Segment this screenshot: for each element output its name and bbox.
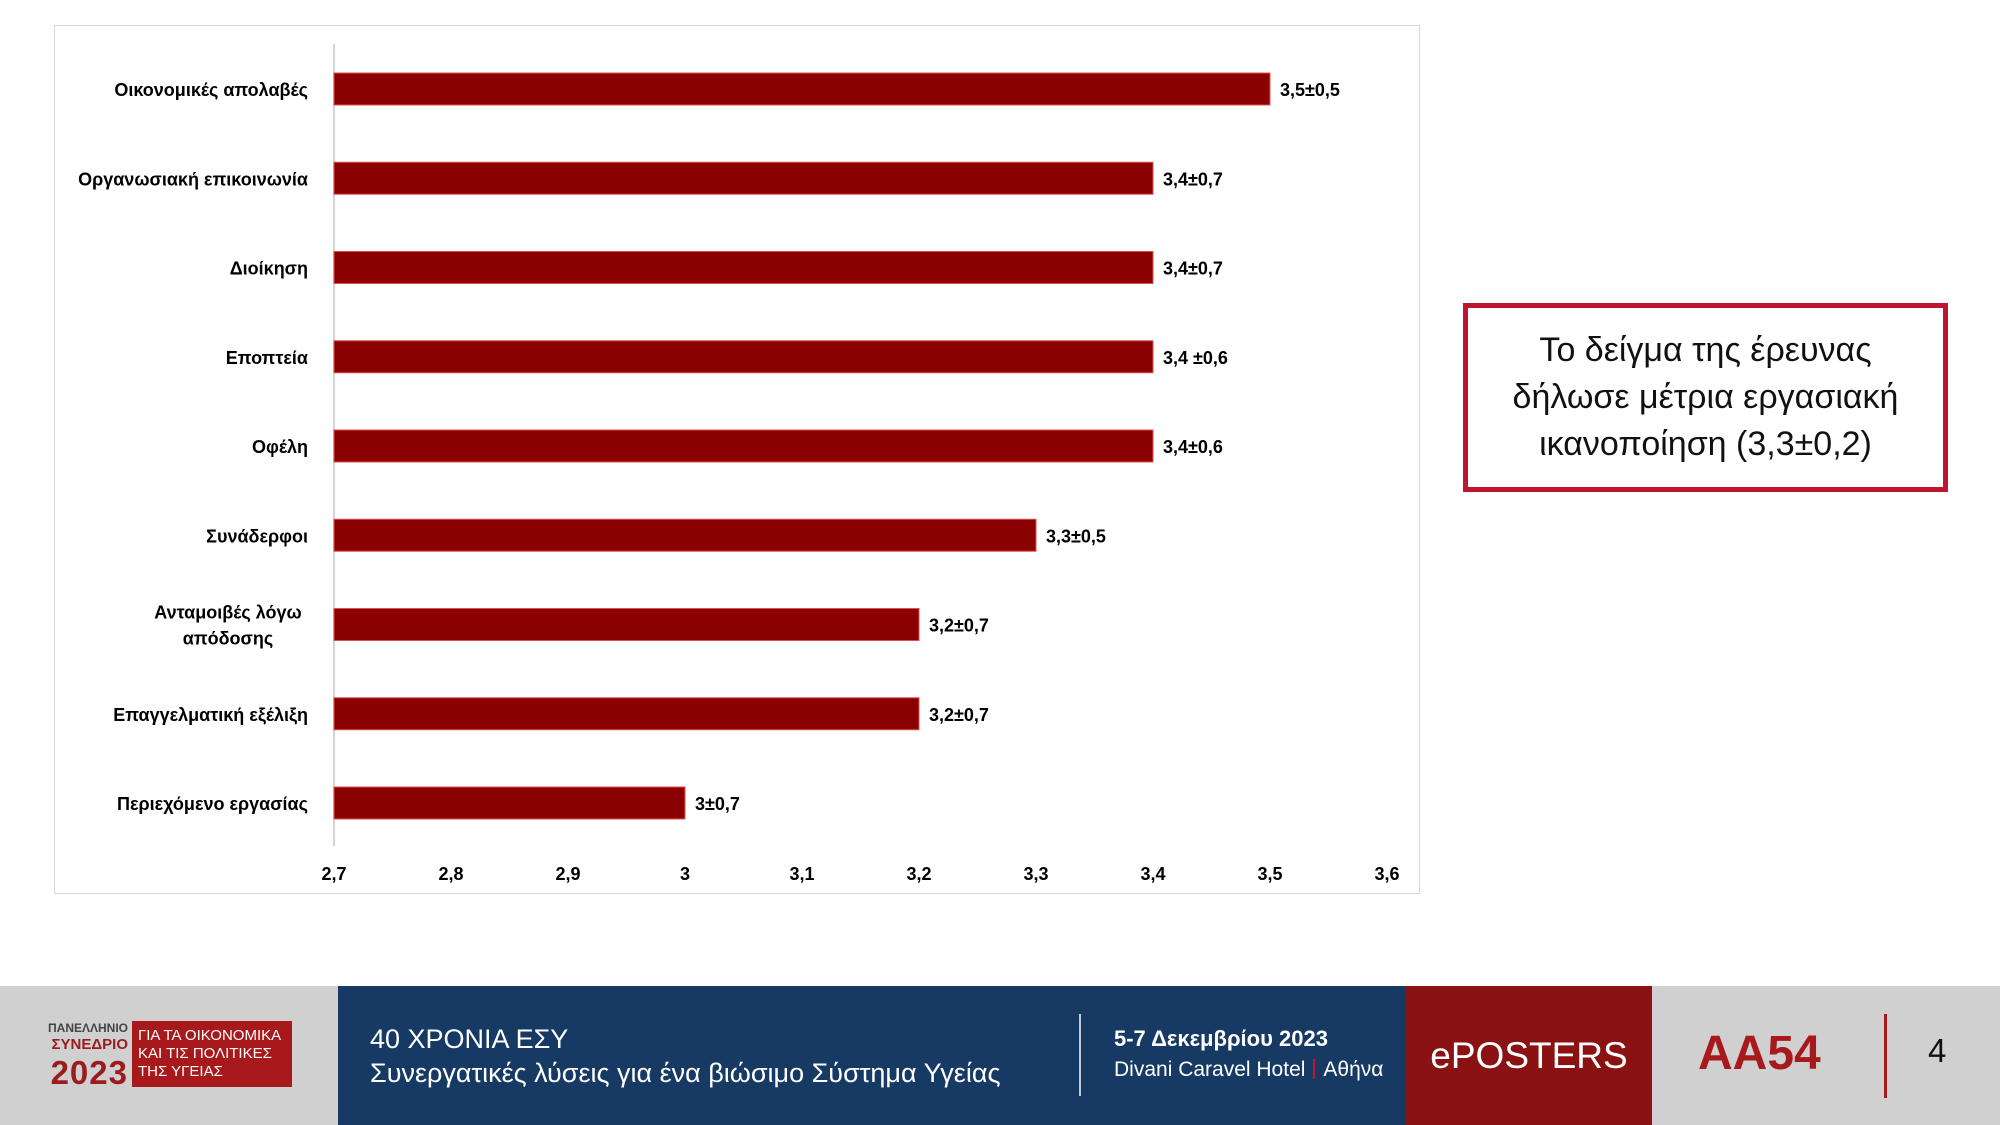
venue-separator [1313,1059,1316,1079]
summary-note-box: Το δείγμα της έρευνας δήλωσε μέτρια εργα… [1463,303,1948,492]
data-label: 3,4±0,7 [1163,259,1223,279]
bar [333,161,1154,195]
x-tick-label: 3,3 [1023,864,1048,884]
bar [333,251,1154,284]
x-tick-label: 3,2 [906,864,931,884]
bar [333,429,1154,463]
x-tick-label: 3,5 [1257,864,1282,884]
bar [333,518,1037,552]
bar-chart: 3,5±0,5 Οικονομικές απολαβές 3,4±0,7 Οργανω… [78,44,1400,884]
summary-note-text: Το δείγμα της έρευνας δήλωσε μέτρια εργα… [1512,331,1899,463]
data-label: 3,4±0,6 [1163,437,1223,457]
category-label: Συνάδερφοι [206,526,308,546]
data-label: 3,4±0,7 [1163,169,1223,189]
bar [333,72,1271,106]
conference-date: 5-7 Δεκεμβρίου 2023 [1114,1026,1328,1051]
logo-red-line3: ΤΗΣ ΥΓΕΙΑΣ [138,1063,223,1080]
bar [333,340,1154,374]
x-tick-label: 3,6 [1374,864,1399,884]
poster-code: AA54 [1698,1027,1821,1080]
bar [333,697,920,731]
category-label: απόδοσης [183,629,273,649]
bar [333,608,920,641]
category-label: Διοίκηση [230,259,308,279]
data-label: 3,2±0,7 [929,616,989,636]
eposters-label: ePOSTERS [1406,986,1652,1125]
logo-red-line2: ΚΑΙ ΤΙΣ ΠΟΛΙΤΙΚΕΣ [138,1045,272,1062]
data-label: 3±0,7 [695,794,740,814]
category-label: Περιεχόμενο εργασίας [117,794,308,814]
category-label: Οργανωσιακή επικοινωνία [78,169,308,189]
x-tick-label: 3 [680,864,690,884]
x-tick-label: 3,4 [1140,864,1165,884]
footer-divider [1079,1014,1081,1096]
footer-info-panel: 40 ΧΡΟΝΙΑ ΕΣΥ Συνεργατικές λύσεις για έν… [338,986,1406,1125]
category-label: Οικονομικές απολαβές [114,80,308,100]
conference-title: 40 ΧΡΟΝΙΑ ΕΣΥ [370,1024,569,1054]
logo-red-line1: ΓΙΑ ΤΑ ΟΙΚΟΝΟΜΙΚΑ [138,1027,282,1044]
page-number: 4 [1928,1032,1947,1069]
x-tick-label: 2,8 [438,864,463,884]
category-label: Οφέλη [252,437,308,457]
logo-line1: ΠΑΝΕΛΛΗΝΙΟ [47,1021,128,1035]
conference-venue: Divani Caravel Hotel [1114,1058,1306,1081]
data-label: 3,2±0,7 [929,705,989,725]
conference-logo: ΠΑΝΕΛΛΗΝΙΟ ΣΥΝΕΔΡΙΟ 2023 ΓΙΑ ΤΑ ΟΙΚΟΝΟΜΙ… [0,986,338,1125]
logo-red-block: ΓΙΑ ΤΑ ΟΙΚΟΝΟΜΙΚΑ ΚΑΙ ΤΙΣ ΠΟΛΙΤΙΚΕΣ ΤΗΣ … [132,1021,292,1087]
x-tick-label: 2,7 [321,864,346,884]
data-label: 3,3±0,5 [1046,526,1106,546]
poster-code-area: AA54 4 [1652,986,2000,1125]
bar [333,786,686,820]
conference-city: Αθήνα [1323,1058,1384,1081]
data-label: 3,4 ±0,6 [1163,348,1228,368]
footer-banner: ΠΑΝΕΛΛΗΝΙΟ ΣΥΝΕΔΡΙΟ 2023 ΓΙΑ ΤΑ ΟΙΚΟΝΟΜΙ… [0,986,2000,1125]
data-label: 3,5±0,5 [1280,80,1340,100]
chart-frame: 3,5±0,5 Οικονομικές απολαβές 3,4±0,7 Οργανω… [54,25,1420,894]
category-label: Εποπτεία [226,348,308,368]
x-tick-label: 3,1 [789,864,814,884]
conference-subtitle: Συνεργατικές λύσεις για ένα βιώσιμο Σύστ… [370,1058,1001,1088]
conference-venue-line: Divani Caravel Hotel Αθήνα [1114,1058,1383,1082]
code-divider [1884,1014,1887,1098]
logo-year: 2023 [50,1054,128,1091]
logo-line2: ΣΥΝΕΔΡΙΟ [51,1036,128,1053]
category-label: Επαγγελματική εξέλιξη [113,705,308,726]
category-label: Ανταμοιβές λόγω [154,603,301,623]
x-tick-label: 2,9 [555,864,580,884]
